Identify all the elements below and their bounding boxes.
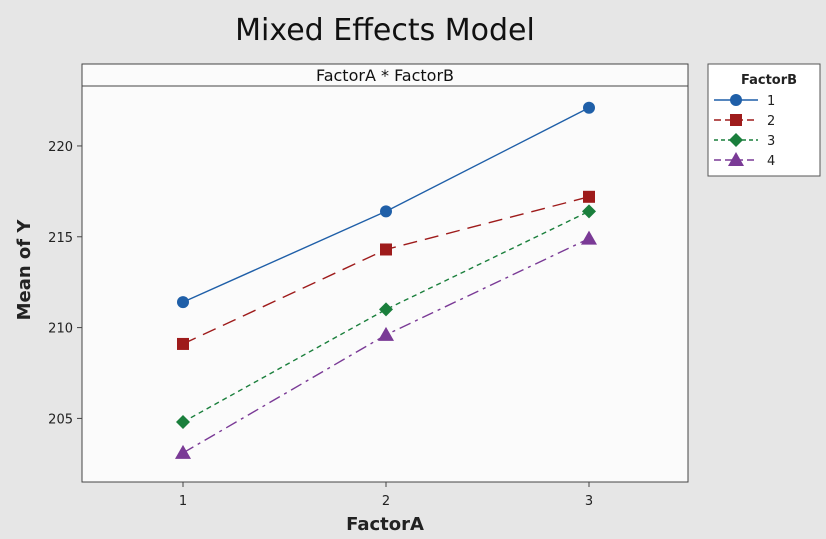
legend-marker	[730, 94, 742, 106]
data-point	[379, 302, 393, 317]
legend-items: 1 2 3 4	[714, 94, 775, 169]
data-point	[380, 205, 392, 218]
data-point	[177, 337, 189, 350]
data-point	[582, 204, 596, 219]
legend-title: FactorB	[741, 73, 797, 88]
legend-marker	[728, 152, 744, 166]
panel-title: FactorA * FactorB	[316, 66, 454, 85]
data-point	[176, 415, 190, 430]
legend-item-4: 4	[714, 152, 775, 169]
legend-marker	[730, 114, 742, 126]
series-4	[175, 230, 597, 459]
data-point	[380, 243, 392, 256]
legend-item-2: 2	[714, 114, 775, 129]
data-point	[175, 444, 191, 459]
x-tick-label: 3	[585, 494, 593, 509]
data-point	[581, 230, 597, 245]
series-2	[177, 190, 595, 350]
y-tick-label: 205	[48, 412, 73, 427]
plot-area	[81, 63, 689, 483]
y-tick-label: 220	[48, 140, 73, 155]
legend-label: 2	[767, 114, 775, 129]
data-point	[583, 101, 595, 114]
data-point	[177, 296, 189, 309]
series-line	[182, 210, 590, 423]
series-1	[177, 101, 595, 309]
legend-item-1: 1	[714, 94, 775, 109]
series-layer	[175, 101, 597, 459]
legend-item-3: 3	[714, 133, 775, 149]
data-point	[583, 190, 595, 203]
y-tick-label: 210	[48, 322, 73, 337]
legend-label: 1	[767, 94, 775, 109]
series-3	[176, 204, 596, 430]
x-tick-label: 1	[179, 494, 187, 509]
data-point	[378, 326, 394, 341]
y-tick-label: 215	[48, 231, 73, 246]
legend-label: 4	[767, 154, 775, 169]
axes: 205 210 215 220 1 2 3	[48, 140, 593, 509]
y-axis-label: Mean of Y	[14, 219, 35, 321]
x-axis-label: FactorA	[346, 514, 424, 535]
x-tick-label: 2	[382, 494, 390, 509]
legend-label: 3	[767, 134, 775, 149]
legend-marker	[729, 133, 743, 147]
chart-title: Mixed Effects Model	[235, 13, 535, 48]
